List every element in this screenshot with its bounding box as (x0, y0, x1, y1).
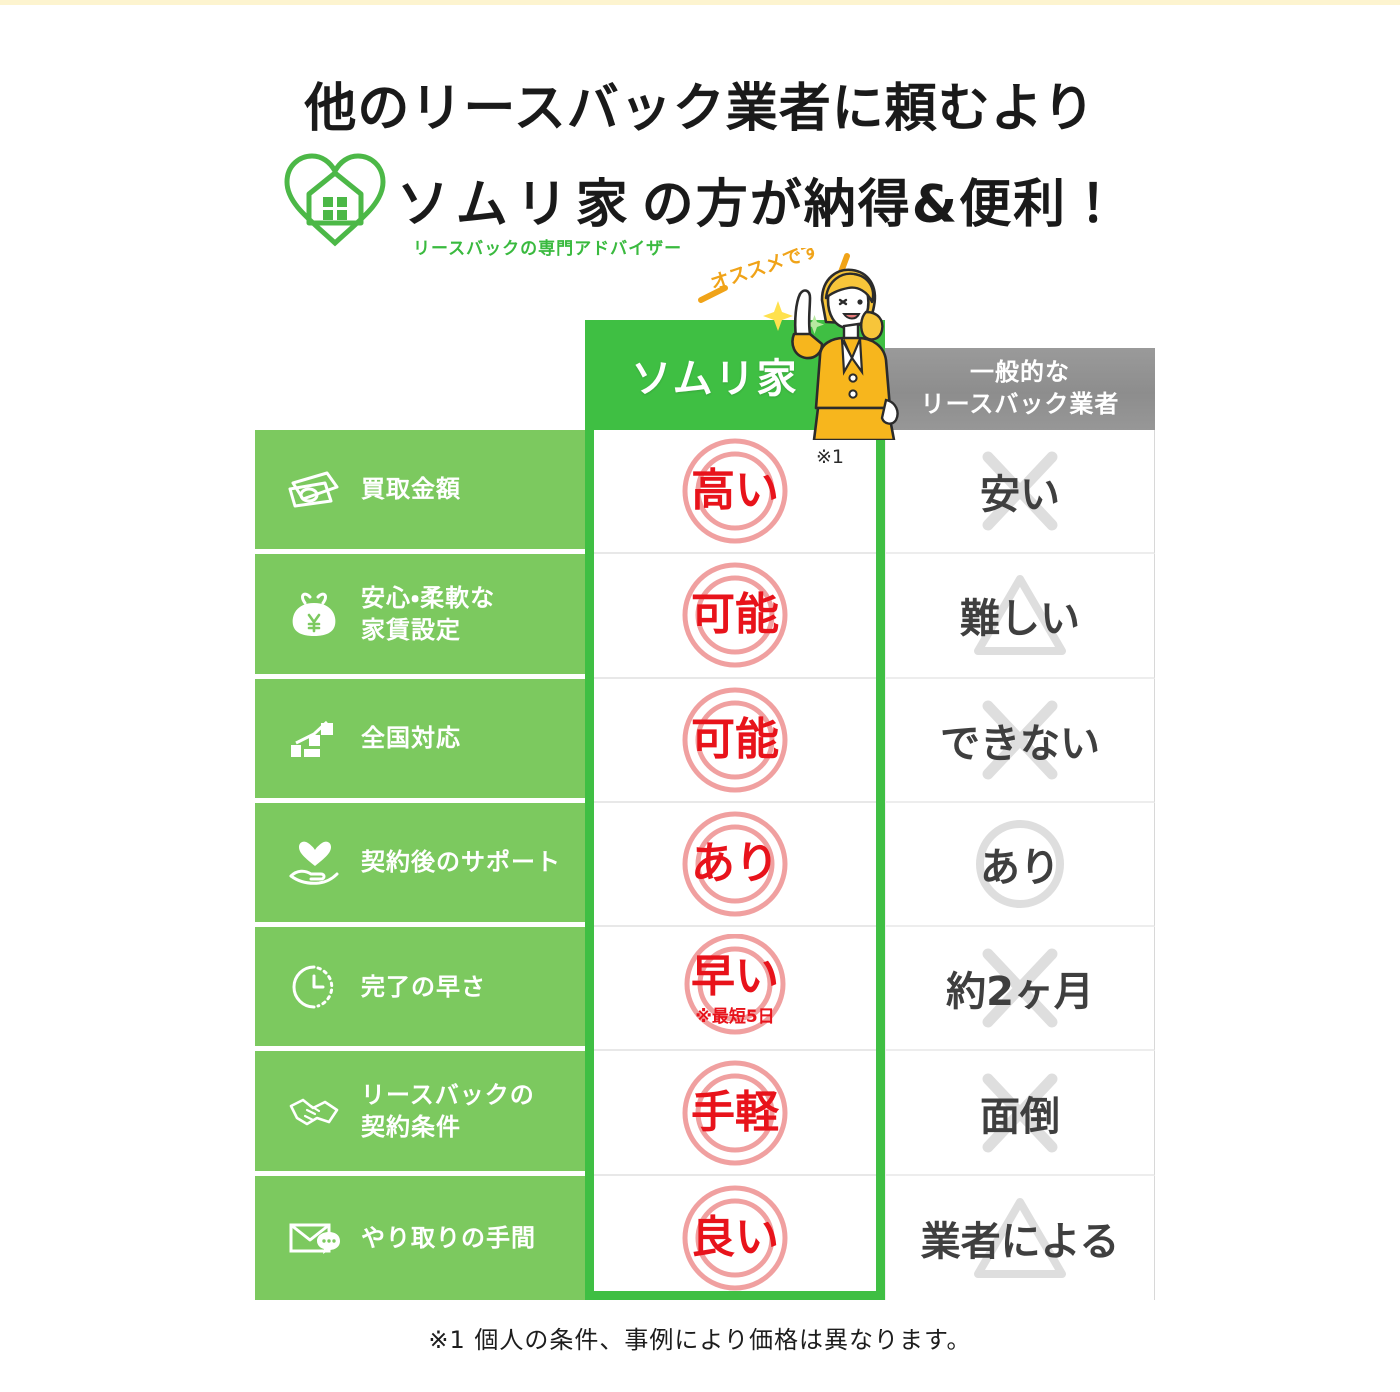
cross-mark-icon: 安い (925, 439, 1115, 543)
generic-value-cell: できない (885, 678, 1155, 803)
table-row: 買取金額 高い ※1 (255, 430, 1155, 555)
cross-mark-icon: 約2ヶ月 (925, 936, 1115, 1040)
clock-icon (287, 962, 341, 1012)
nationwide-chart-icon (287, 713, 341, 763)
footnote-marker: ※1 (815, 446, 844, 469)
table-header-generic-provider: 一般的な リースバック業者 (885, 348, 1155, 430)
row-label-text: やり取りの手間 (361, 1223, 536, 1252)
row-label-text: 全国対応 (361, 724, 461, 753)
table-row: リースバックの 契約条件 手軽 (255, 1051, 1155, 1176)
row-label-cell: リースバックの 契約条件 (255, 1051, 585, 1176)
generic-value-text: できない (940, 720, 1100, 767)
row-label-cell: 安心・柔軟な 家賃設定 (255, 554, 585, 679)
somurika-value-text: 良い (691, 1211, 779, 1263)
somurika-value-cell: 手軽 (585, 1051, 885, 1176)
generic-value-text: あり (980, 845, 1060, 892)
double-circle-stamp-icon: 可能 (660, 685, 810, 795)
top-accent-strip (0, 0, 1400, 5)
cross-mark-icon: できない (925, 688, 1115, 792)
double-circle-stamp-icon: 手軽 (660, 1058, 810, 1168)
headline-line-2: ソムリ家 の方が納得&便利！ (0, 149, 1400, 249)
table-body: 買取金額 高い ※1 (255, 430, 1155, 1301)
generic-value-text: 安い (980, 472, 1060, 519)
row-label-cell: やり取りの手間 (255, 1175, 585, 1301)
triangle-mark-icon: 難しい (925, 563, 1115, 667)
row-label-text: 安心・柔軟な 家賃設定 (361, 583, 496, 644)
headline-suffix-text: の方が納得&便利！ (641, 174, 1122, 235)
circle-mark-icon: あり (925, 812, 1115, 916)
somurika-value-text: あり (691, 838, 779, 890)
somurika-value-text: 可能 (691, 589, 779, 641)
generic-value-text: 約2ヶ月 (946, 969, 1094, 1016)
somurika-header-label: ソムリ家 (631, 356, 799, 402)
somurika-value-text: 可能 (691, 713, 779, 765)
somurika-value-cell: 可能 (585, 678, 885, 803)
double-circle-stamp-icon: 高い ※1 (660, 436, 844, 546)
generic-value-text: 面倒 (980, 1093, 1060, 1140)
table-row: 完了の早さ 早い ※最短5日 (255, 927, 1155, 1052)
page-headline: 他のリースバック業者に頼むより ソムリ家 の方が納得&便利！ (0, 78, 1400, 249)
somurika-value-cell: 可能 (585, 554, 885, 679)
generic-value-cell: 安い (885, 430, 1155, 555)
double-circle-stamp-icon: 良い (660, 1183, 810, 1293)
row-label-cell: 全国対応 (255, 678, 585, 803)
generic-value-cell: 難しい (885, 554, 1155, 679)
double-circle-stamp-icon: 早い ※最短5日 (660, 933, 810, 1043)
triangle-mark-icon: 業者による (921, 1186, 1119, 1290)
heart-in-hand-icon (287, 838, 341, 888)
generic-value-cell: 業者による (885, 1175, 1155, 1301)
row-label-cell: 買取金額 (255, 430, 585, 555)
row-label-cell: 契約後のサポート (255, 802, 585, 928)
double-circle-stamp-icon: 可能 (660, 560, 810, 670)
table-row: 契約後のサポート あり (255, 802, 1155, 928)
headline-line-1: 他のリースバック業者に頼むより (304, 79, 1096, 139)
somurika-value-note: ※最短5日 (695, 1007, 775, 1028)
generic-value-cell: あり (885, 802, 1155, 928)
row-label-text: リースバックの 契約条件 (361, 1080, 535, 1142)
somurika-value-text: 早い (691, 951, 779, 1003)
somurika-value-cell: あり (585, 802, 885, 928)
brand-tagline: リースバックの専門アドバイザー (413, 239, 683, 259)
somurika-value-text: 手軽 (691, 1086, 779, 1138)
table-header-somurika: ソムリ家 (585, 320, 885, 430)
row-label-text: 完了の早さ (361, 972, 486, 1001)
somurika-value-cell: 良い (585, 1175, 885, 1301)
somurika-value-text: 高い (691, 465, 779, 517)
coin-purse-yen-icon (287, 589, 341, 639)
banknotes-icon (287, 465, 341, 515)
table-row: 全国対応 可能 でき (255, 678, 1155, 803)
table-row: やり取りの手間 良い (255, 1175, 1155, 1301)
row-label-text: 買取金額 (361, 475, 461, 504)
generic-value-cell: 約2ヶ月 (885, 927, 1155, 1052)
row-label-cell: 完了の早さ (255, 927, 585, 1052)
somurika-heart-house-logo-icon (279, 149, 391, 249)
generic-value-text: 難しい (960, 596, 1080, 643)
handshake-icon (287, 1086, 341, 1136)
generic-value-cell: 面倒 (885, 1051, 1155, 1176)
somurika-value-cell: 高い ※1 (585, 430, 885, 555)
double-circle-stamp-icon: あり (660, 809, 810, 919)
cross-mark-icon: 面倒 (925, 1061, 1115, 1165)
comparison-table: 一般的な リースバック業者 ソムリ家 オススメです (255, 239, 1155, 1301)
generic-provider-line-1: 一般的な (970, 358, 1070, 387)
somurika-value-cell: 早い ※最短5日 (585, 927, 885, 1052)
brand-name-text: ソムリ家 (396, 174, 636, 235)
row-label-text: 契約後のサポート (361, 848, 561, 877)
table-row: 安心・柔軟な 家賃設定 可能 (255, 554, 1155, 679)
envelope-chat-icon (287, 1213, 341, 1263)
generic-provider-line-2: リースバック業者 (920, 390, 1120, 418)
table-footnote: ※1 個人の条件、事例により価格は異なります。 (428, 1326, 972, 1354)
mascot-recommend-bubble: オススメです (695, 239, 885, 318)
generic-value-text: 業者による (920, 1218, 1120, 1265)
